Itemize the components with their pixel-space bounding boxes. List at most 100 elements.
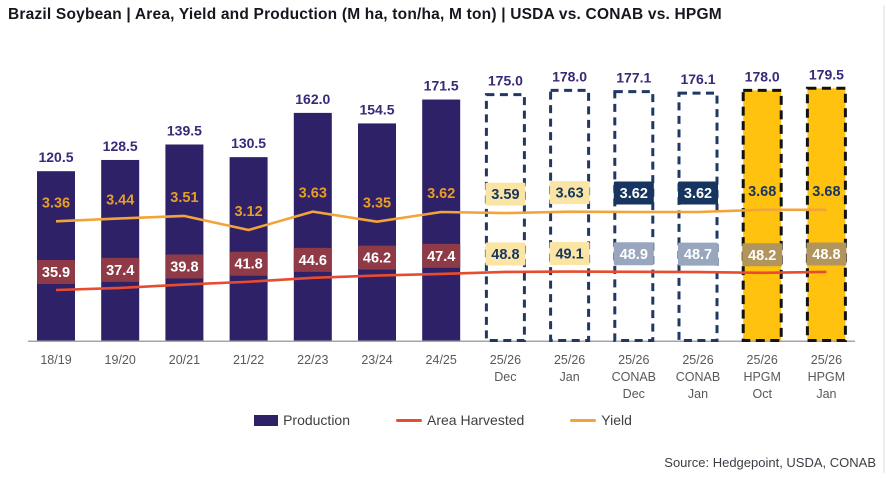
production-value-label: 179.5 [809, 66, 844, 82]
yield-value-label: 3.68 [748, 184, 776, 200]
x-tick-label: 21/22 [233, 353, 264, 367]
production-value-label: 177.1 [616, 70, 651, 86]
area-value-label: 48.8 [812, 247, 840, 263]
yield-value-label: 3.36 [42, 195, 70, 211]
production-value-label: 120.5 [38, 149, 73, 165]
x-tick-label: 25/26 [682, 353, 713, 367]
area-value-box [165, 254, 204, 279]
area-value-label: 41.8 [234, 257, 262, 273]
yield-value-box [485, 182, 526, 206]
production-bar-forecast [484, 93, 526, 342]
production-value-label: 178.0 [552, 68, 587, 84]
yield-value-label: 3.63 [555, 186, 583, 202]
area-value-label: 39.8 [170, 260, 198, 276]
yield-value-box [549, 181, 590, 205]
production-bar [293, 112, 332, 341]
yield-value-label: 3.68 [812, 184, 840, 200]
production-bar [422, 99, 461, 341]
yield-value-label: 3.59 [491, 187, 519, 203]
area-value-box [422, 243, 461, 268]
area-value-box [358, 245, 396, 270]
area-value-label: 48.8 [491, 247, 519, 263]
x-tick-label: CONAB [612, 370, 656, 384]
card-edge-divider [883, 5, 885, 473]
area-line-swatch-icon [396, 418, 423, 422]
area-value-box [613, 242, 654, 266]
legend-label: Yield [601, 412, 632, 428]
area-value-box [549, 242, 590, 266]
production-value-label: 175.0 [488, 73, 523, 89]
production-value-label: 178.0 [745, 68, 780, 84]
x-tick-label: Dec [494, 370, 516, 384]
legend-item-yield: Yield [570, 412, 632, 428]
production-value-label: 130.5 [231, 135, 266, 151]
production-bar-forecast [549, 88, 591, 342]
legend-item-production: Production [254, 412, 350, 428]
x-tick-label: Oct [752, 387, 772, 401]
area-value-label: 44.6 [299, 253, 327, 269]
yield-value-label: 3.62 [427, 186, 455, 202]
x-tick-label: 24/25 [426, 353, 457, 367]
production-bar-forecast-hpgm [741, 88, 783, 342]
area-value-label: 37.4 [106, 263, 134, 279]
production-value-label: 154.5 [359, 101, 394, 117]
production-bar [229, 157, 268, 341]
x-tick-label: CONAB [676, 370, 720, 384]
source-note: Source: Hedgepoint, USDA, CONAB [664, 455, 876, 470]
x-tick-label: Jan [688, 387, 708, 401]
production-value-label: 176.1 [680, 71, 715, 87]
production-swatch-icon [254, 414, 279, 426]
production-bar-forecast [677, 91, 719, 342]
production-bar [165, 144, 204, 341]
area-value-box [293, 247, 332, 272]
area-value-box [742, 243, 783, 267]
area-value-box [229, 251, 268, 276]
chart-title: Brazil Soybean | Area, Yield and Product… [8, 6, 722, 23]
area-value-box [37, 260, 75, 284]
x-tick-label: Jan [816, 387, 836, 401]
production-bar [101, 159, 140, 341]
area-value-label: 48.7 [684, 247, 712, 263]
production-value-label: 128.5 [103, 138, 138, 154]
production-bar [37, 171, 75, 341]
area-harvested-line [55, 270, 827, 292]
yield-value-label: 3.51 [170, 190, 198, 206]
yield-value-label: 3.35 [363, 196, 391, 212]
yield-value-label: 3.62 [684, 186, 712, 202]
legend-label: Production [283, 412, 351, 428]
production-value-label: 139.5 [167, 123, 202, 139]
legend-label: Area Harvested [427, 412, 525, 428]
x-tick-label: 25/26 [811, 353, 842, 367]
production-bar-forecast-hpgm [805, 86, 847, 342]
area-value-box [678, 242, 718, 266]
area-value-label: 35.9 [42, 265, 70, 281]
legend-item-area-harvested: Area Harvested [396, 412, 524, 428]
chart-legend: Production Area Harvested Yield [0, 409, 886, 431]
x-tick-label: HPGM [808, 370, 846, 384]
area-value-box [101, 257, 140, 282]
yield-line [55, 208, 827, 232]
area-value-box [806, 242, 847, 266]
x-tick-label: 25/26 [554, 353, 585, 367]
x-tick-label: HPGM [743, 370, 781, 384]
yield-value-label: 3.62 [620, 186, 648, 202]
production-bar-forecast [613, 90, 655, 342]
production-bar [358, 123, 396, 341]
area-value-label: 49.1 [555, 247, 583, 263]
area-value-box [485, 242, 526, 266]
yield-value-box [613, 181, 654, 205]
yield-line-swatch-icon [570, 418, 597, 422]
x-tick-label: 25/26 [490, 353, 521, 367]
area-value-label: 48.2 [748, 248, 776, 264]
x-tick-label: 25/26 [618, 353, 649, 367]
yield-value-label: 3.63 [299, 186, 327, 202]
production-value-label: 171.5 [424, 78, 459, 94]
x-tick-label: 23/24 [361, 353, 392, 367]
production-value-label: 162.0 [295, 91, 330, 107]
area-value-label: 46.2 [363, 251, 391, 267]
x-tick-label: 25/26 [747, 353, 778, 367]
yield-value-box [678, 181, 718, 205]
x-tick-label: 18/19 [40, 353, 71, 367]
